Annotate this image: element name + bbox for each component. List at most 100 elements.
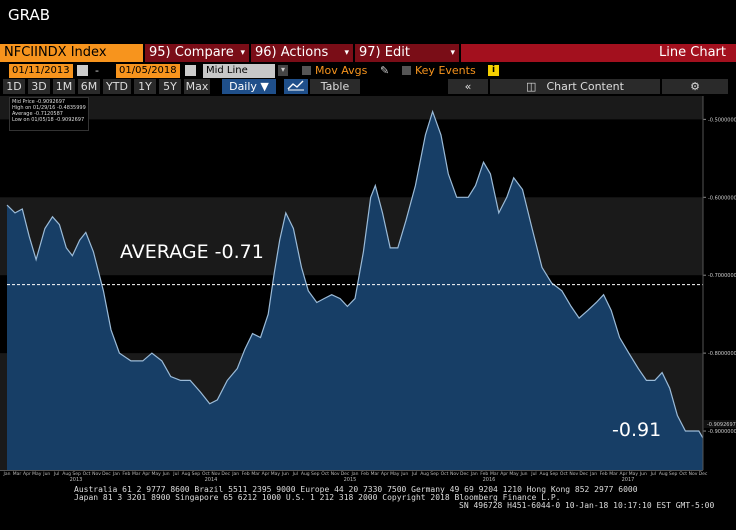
x-tick-label: Aug — [62, 471, 71, 477]
collapse-button[interactable]: « — [448, 79, 488, 94]
line-chart-icon[interactable] — [284, 79, 308, 94]
year-label: 2013 — [70, 477, 83, 483]
x-tick-label: Oct — [83, 471, 91, 477]
chevron-down-icon: ▾ — [240, 48, 245, 58]
x-tick-label: Apr — [500, 471, 508, 477]
x-tick-label: Nov — [331, 471, 340, 477]
x-tick-label: Oct — [560, 471, 568, 477]
info-icon[interactable]: i — [488, 65, 499, 76]
x-tick-label: Sep — [550, 471, 559, 477]
chart-content-icon: ◫ — [526, 80, 537, 93]
x-tick-label: Nov — [211, 471, 220, 477]
period-button-ytd[interactable]: YTD — [103, 79, 131, 94]
legend-item: High on 01/29/16 -0.4835999 — [12, 105, 86, 111]
pencil-icon[interactable]: ✎ — [380, 64, 390, 77]
period-button-3d[interactable]: 3D — [28, 79, 50, 94]
mov-avgs-label: Mov Avgs — [315, 64, 368, 77]
table-button[interactable]: Table — [310, 79, 360, 94]
end-date-input[interactable]: 01/05/2018 — [116, 64, 180, 78]
last-value-tag-label: -0.9092697 — [707, 422, 736, 428]
x-tick-label: Jul — [53, 471, 59, 477]
chart-content-label: Chart Content — [546, 80, 624, 93]
date-range-dash: - — [95, 64, 99, 77]
x-tick-label: Aug — [182, 471, 191, 477]
calendar-icon[interactable] — [77, 65, 88, 76]
x-tick-label: Mar — [490, 471, 499, 477]
period-bar: 1D 3D 1M 6M YTD 1Y 5Y Max Daily ▼ Table « ◫ Char… — [0, 79, 736, 95]
compare-label: 95) Compare — [149, 45, 234, 60]
x-tick-label: Oct — [321, 471, 329, 477]
last-value-annotation: -0.91 — [612, 419, 661, 441]
nfci-area-chart: AVERAGE -0.71 -0.91 -0.5000000 -0.6000000… — [0, 96, 736, 483]
x-tick-label: Aug — [540, 471, 549, 477]
x-tick-label: Dec — [341, 471, 350, 477]
x-tick-label: Sep — [430, 471, 439, 477]
x-tick-label: Oct — [202, 471, 210, 477]
x-tick-label: Jul — [650, 471, 656, 477]
compare-button[interactable]: 95) Compare ▾ — [145, 44, 249, 62]
period-button-1d[interactable]: 1D — [3, 79, 25, 94]
year-label: 2014 — [205, 477, 218, 483]
legend: Mid Price -0.9092697 High on 01/29/16 -0… — [9, 97, 89, 131]
x-tick-label: Dec — [221, 471, 230, 477]
period-button-6m[interactable]: 6M — [78, 79, 100, 94]
x-tick-label: Sep — [669, 471, 678, 477]
x-tick-label: Feb — [480, 471, 488, 477]
x-tick-label: Mar — [13, 471, 22, 477]
x-tick-label: Aug — [420, 471, 429, 477]
footer: Australia 61 2 9777 8600 Brazil 5511 239… — [0, 486, 736, 510]
x-tick-label: Jan — [231, 471, 239, 477]
period-button-1m[interactable]: 1M — [53, 79, 75, 94]
date-range-bar: 01/11/2013 - 01/05/2018 Mid Line ▾ Mov A… — [0, 63, 736, 78]
x-tick-label: Jan — [3, 471, 11, 477]
calendar-icon[interactable] — [185, 65, 196, 76]
start-date-input[interactable]: 01/11/2013 — [9, 64, 73, 78]
x-tick-label: Dec — [460, 471, 469, 477]
actions-button[interactable]: 96) Actions ▾ — [251, 44, 353, 62]
ticker-field[interactable]: NFCIINDX Index — [0, 44, 143, 62]
last-value-tag — [704, 420, 736, 428]
y-tick-label: -0.5000000 — [708, 117, 736, 123]
key-events-label: Key Events — [415, 64, 476, 77]
actions-label: 96) Actions — [255, 45, 329, 60]
chart-content-button[interactable]: ◫ Chart Content — [490, 79, 660, 94]
y-tick-label: -0.6000000 — [708, 195, 736, 201]
x-tick-label: Jul — [292, 471, 298, 477]
year-label: 2015 — [344, 477, 357, 483]
x-tick-label: Aug — [301, 471, 310, 477]
y-tick-label: -0.7000000 — [708, 273, 736, 279]
x-tick-label: Apr — [142, 471, 150, 477]
x-tick-label: Feb — [361, 471, 369, 477]
series-line — [6, 109, 704, 439]
x-tick-label: Feb — [122, 471, 130, 477]
edit-button[interactable]: 97) Edit ▾ — [355, 44, 459, 62]
gear-icon[interactable]: ⚙ — [662, 79, 728, 94]
y-tick-label: -0.8000000 — [708, 351, 736, 357]
x-tick-label: Jul — [530, 471, 536, 477]
chevron-down-icon[interactable]: ▾ — [278, 65, 288, 76]
x-axis: Jan Mar Apr May Jun Jul Aug Sep Oct Nov Dec Jan Feb M… — [0, 470, 708, 483]
frequency-label: Daily — [229, 80, 257, 93]
footer-line: Australia 61 2 9777 8600 Brazil 5511 239… — [74, 485, 638, 494]
mov-avgs-checkbox[interactable] — [302, 66, 311, 75]
key-events-checkbox[interactable] — [402, 66, 411, 75]
frequency-select[interactable]: Daily ▼ — [222, 79, 276, 94]
x-tick-label: Jun — [639, 471, 647, 477]
price-type-select[interactable]: Mid Line — [203, 64, 275, 78]
x-tick-label: Nov — [92, 471, 101, 477]
x-tick-label: Apr — [262, 471, 270, 477]
period-button-max[interactable]: Max — [184, 79, 210, 94]
x-tick-label: Mar — [609, 471, 618, 477]
x-tick-label: Dec — [102, 471, 111, 477]
x-tick-label: Sep — [311, 471, 320, 477]
x-tick-label: Apr — [381, 471, 389, 477]
x-tick-label: Jan — [351, 471, 359, 477]
x-tick-label: Nov — [689, 471, 698, 477]
x-tick-label: Jan — [112, 471, 120, 477]
x-tick-label: Jun — [42, 471, 50, 477]
period-button-1y[interactable]: 1Y — [134, 79, 156, 94]
x-tick-label: Jul — [411, 471, 417, 477]
period-button-5y[interactable]: 5Y — [159, 79, 181, 94]
x-tick-label: May — [390, 471, 400, 477]
chart-type-label: Line Chart — [461, 44, 736, 62]
